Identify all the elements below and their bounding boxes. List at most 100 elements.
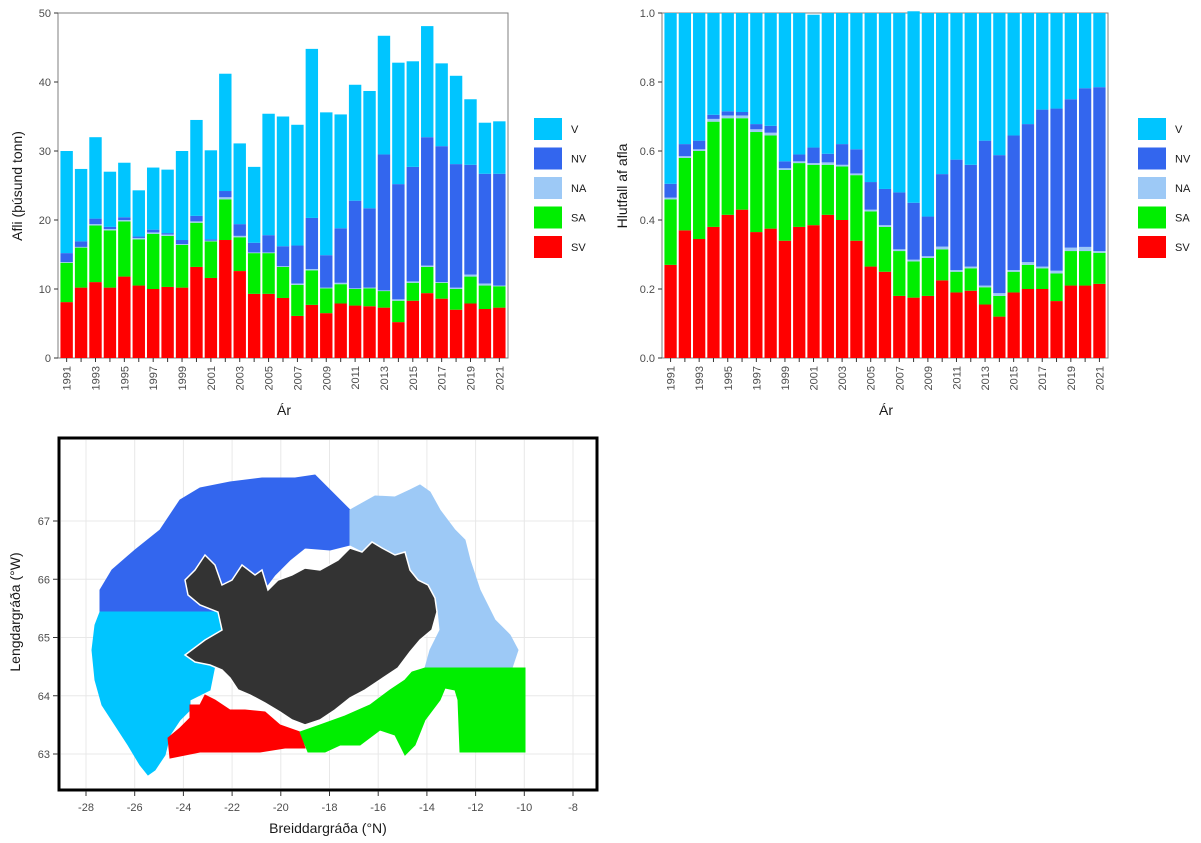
bar-SA-1999 xyxy=(778,169,792,241)
y-tick-label: 0.0 xyxy=(640,353,655,365)
bar-V-1994 xyxy=(103,171,117,227)
bar-SV-2016 xyxy=(1021,289,1035,358)
bar-NA-1998 xyxy=(161,234,174,236)
bar-V-1998 xyxy=(764,13,777,126)
bar-NV-2002 xyxy=(821,153,834,163)
bar-SV-1991 xyxy=(60,302,73,358)
x-tick-label: 2001 xyxy=(206,366,218,390)
bar-NA-2009 xyxy=(921,256,935,258)
bar-NV-2005 xyxy=(864,182,877,210)
bar-V-2021 xyxy=(1093,13,1106,88)
bar-NV-2010 xyxy=(936,174,949,247)
bar-SA-1993 xyxy=(89,225,102,283)
map-x-tick-label: -12 xyxy=(468,802,484,814)
bar-V-2004 xyxy=(247,166,261,243)
bar-NV-2012 xyxy=(363,208,376,288)
bar-SA-1994 xyxy=(707,121,720,227)
bar-NV-2019 xyxy=(1064,99,1077,248)
bar-SV-1991 xyxy=(664,264,677,358)
bar-SV-2004 xyxy=(850,240,863,358)
legend-key-NA xyxy=(1138,177,1166,199)
bar-NA-2001 xyxy=(807,163,820,165)
bar-SA-2019 xyxy=(464,276,477,304)
bar-V-1996 xyxy=(132,190,145,237)
bar-V-1996 xyxy=(735,13,749,113)
bar-NV-2021 xyxy=(1093,87,1106,252)
bar-NV-2009 xyxy=(320,255,333,288)
bar-SV-1995 xyxy=(721,214,734,358)
x-tick-label: 2015 xyxy=(408,366,420,390)
x-tick-label: 2003 xyxy=(235,366,247,390)
bar-NA-2009 xyxy=(320,287,333,289)
bar-SA-2005 xyxy=(262,253,275,294)
legend-label-SA: SA xyxy=(571,213,586,225)
bar-SV-2013 xyxy=(978,304,992,358)
bar-V-1991 xyxy=(664,13,677,184)
x-tick-label: 1997 xyxy=(148,366,160,390)
bar-NA-1998 xyxy=(764,132,777,136)
bar-NA-2011 xyxy=(348,288,362,289)
bar-SA-2006 xyxy=(276,266,290,298)
x-tick-label: 2017 xyxy=(437,366,449,390)
bar-NA-2018 xyxy=(449,287,463,289)
legend-label-V: V xyxy=(571,124,579,136)
y-tick-label: 1.0 xyxy=(640,8,655,20)
bar-NA-2019 xyxy=(464,274,477,277)
map-y-tick-label: 67 xyxy=(38,516,50,528)
bar-SV-2002 xyxy=(219,240,232,358)
bar-NA-1992 xyxy=(74,246,88,248)
bar-SV-2003 xyxy=(233,271,246,358)
legend-key-V xyxy=(534,118,562,140)
bar-V-2010 xyxy=(936,13,949,175)
bar-SA-2012 xyxy=(964,268,977,291)
legend-chart-catch: V NV NA SA SV xyxy=(534,118,587,258)
bar-SV-2019 xyxy=(1064,285,1077,358)
bar-NV-2009 xyxy=(921,216,935,257)
bar-NA-2002 xyxy=(219,197,232,200)
bar-SV-2018 xyxy=(1050,301,1063,358)
x-tick-label: 1995 xyxy=(119,366,131,390)
bar-V-2017 xyxy=(1036,13,1049,110)
bar-SV-2005 xyxy=(864,266,877,358)
map-y-tick-label: 65 xyxy=(38,633,50,645)
bar-V-2007 xyxy=(893,13,906,193)
bar-NV-2016 xyxy=(1021,124,1035,263)
bar-NV-2015 xyxy=(406,166,420,282)
bar-SV-2007 xyxy=(291,315,304,358)
bar-V-2015 xyxy=(406,61,420,167)
bar-SV-1995 xyxy=(118,276,131,358)
bar-V-1997 xyxy=(146,167,160,230)
bar-SA-2006 xyxy=(878,226,892,272)
bar-NV-1999 xyxy=(778,161,792,169)
bar-V-2017 xyxy=(435,63,448,147)
bar-SA-2017 xyxy=(435,282,448,299)
bar-NV-2004 xyxy=(850,149,863,174)
bar-NV-1993 xyxy=(693,140,706,150)
bar-NV-1991 xyxy=(60,253,73,263)
bar-SV-1992 xyxy=(678,230,692,358)
bar-NV-2007 xyxy=(893,192,906,250)
bar-NV-2011 xyxy=(950,159,963,271)
bar-NV-1997 xyxy=(146,229,160,233)
bar-SV-1994 xyxy=(103,287,117,358)
bar-SA-2011 xyxy=(348,289,362,306)
bar-NV-1997 xyxy=(750,124,763,130)
bar-V-1999 xyxy=(778,13,792,162)
bar-SA-1996 xyxy=(735,118,749,210)
bar-NV-2015 xyxy=(1007,135,1020,271)
bar-SV-2000 xyxy=(793,226,806,358)
bar-NA-1991 xyxy=(60,262,73,263)
bar-SA-2004 xyxy=(247,253,261,294)
bar-V-2016 xyxy=(421,26,434,138)
bar-SA-2016 xyxy=(421,266,434,294)
bar-SA-2003 xyxy=(233,237,246,272)
bar-V-1993 xyxy=(89,137,102,219)
bar-SV-2012 xyxy=(964,290,977,358)
legend-label-NA: NA xyxy=(571,183,587,195)
bar-NA-1996 xyxy=(735,115,749,119)
bar-SA-2002 xyxy=(219,199,232,241)
legend-label-NV: NV xyxy=(571,154,587,166)
bar-V-1993 xyxy=(693,13,706,141)
bar-NV-1998 xyxy=(161,233,174,235)
y-tick-label: 0.4 xyxy=(640,215,655,227)
